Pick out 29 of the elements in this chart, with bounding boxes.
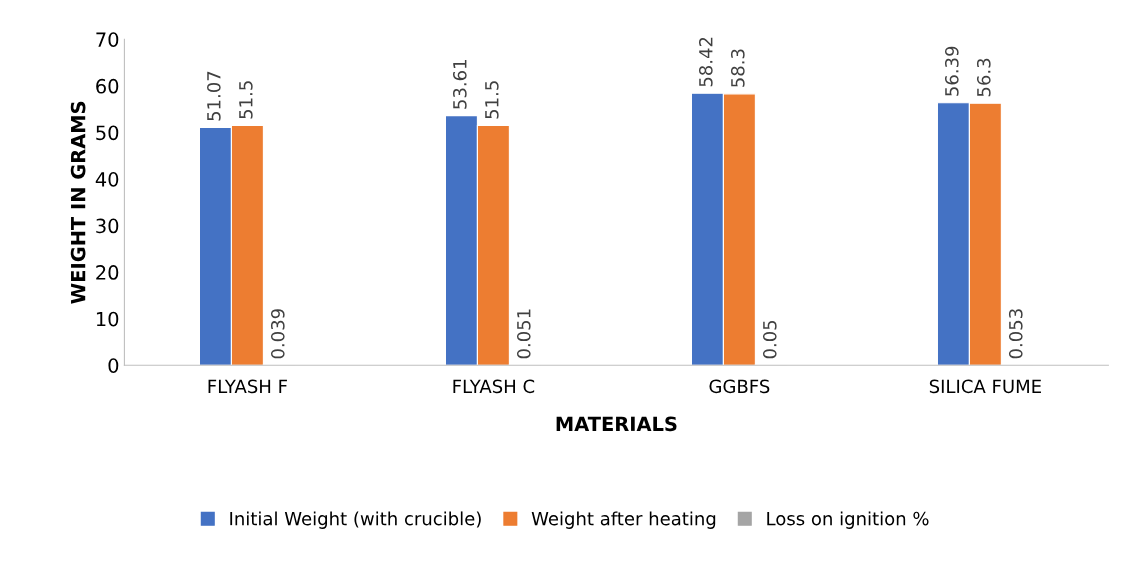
y-axis-title: WEIGHT IN GRAMS (70, 101, 86, 304)
x-tick-label: GGBFS (709, 379, 770, 394)
y-tick-label: 30 (96, 218, 119, 234)
y-tick-label: 10 (96, 311, 119, 327)
data-label: 51.07 (207, 71, 221, 121)
x-tick-label: SILICA FUME (929, 379, 1041, 394)
y-tick-label: 40 (95, 171, 119, 187)
data-label: 56.39 (944, 46, 959, 96)
data-label: 56.3 (976, 58, 991, 97)
y-tick-label: 70 (96, 32, 119, 47)
y-tick-label: 0 (108, 358, 119, 373)
legend-label: Initial Weight (with crucible) (230, 511, 481, 529)
y-tick-label: 20 (96, 265, 119, 280)
x-axis-title: MATERIALS (556, 416, 677, 432)
x-tick-label: FLYASH F (208, 379, 287, 394)
legend-label: Weight after heating (531, 511, 716, 529)
data-label: 58.3 (730, 49, 745, 87)
y-tick-label: 50 (96, 125, 119, 141)
data-label: 51.5 (239, 81, 253, 119)
data-label: 0.05 (762, 320, 777, 359)
data-label: 53.61 (453, 60, 467, 109)
data-label: 51.5 (485, 81, 499, 119)
data-label: 58.42 (698, 37, 713, 87)
data-label: 0.053 (1008, 309, 1023, 359)
x-tick-label: FLYASH C (453, 379, 535, 394)
legend-label: Loss on ignition % (767, 511, 929, 529)
data-label: 0.039 (270, 309, 285, 359)
y-tick-label: 60 (96, 78, 119, 94)
data-label: 0.051 (516, 309, 531, 359)
